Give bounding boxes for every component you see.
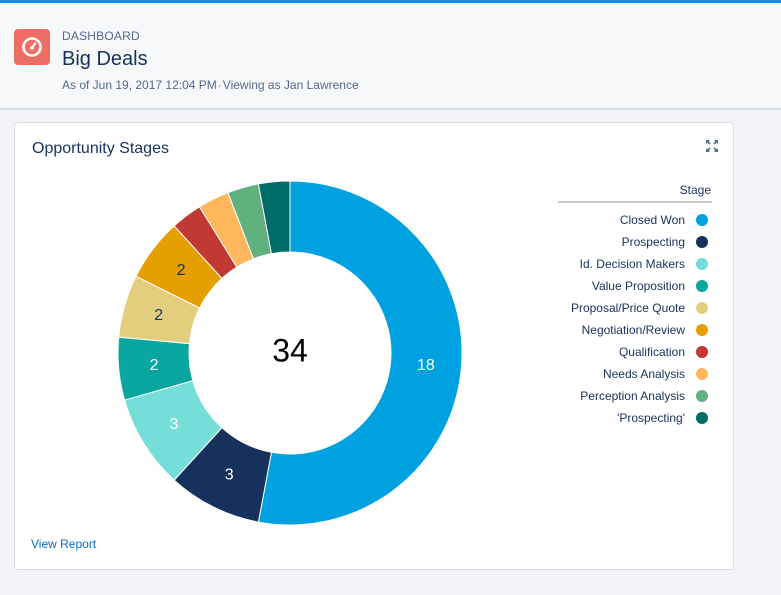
expand-icon[interactable] [705, 139, 719, 153]
chart-legend: Stage Closed Won Prospecting Id. Decision … [558, 183, 712, 429]
dashboard-gauge-icon [14, 29, 50, 65]
header-eyebrow: DASHBOARD [62, 29, 140, 43]
as-of-timestamp: As of Jun 19, 2017 12:04 PM [62, 78, 217, 92]
legend-item-label: Prospecting [621, 235, 685, 249]
legend-swatch [696, 214, 708, 226]
legend-swatch [696, 302, 708, 314]
legend-item-label: Proposal/Price Quote [570, 301, 685, 315]
legend-item[interactable]: Id. Decision Makers [558, 253, 712, 275]
donut-chart: 18 3 3 2 2 2 34 [117, 180, 463, 526]
legend-swatch [696, 390, 708, 402]
slice-data-label: 2 [177, 262, 186, 279]
legend-swatch [696, 236, 708, 248]
donut-slice-closed-won[interactable] [257, 180, 463, 526]
legend-item-label: Qualification [618, 345, 685, 359]
legend-item[interactable]: Needs Analysis [558, 363, 712, 385]
viewing-as: Viewing as Jan Lawrence [222, 78, 359, 92]
legend-item-label: Needs Analysis [602, 367, 685, 381]
legend-list: Closed Won Prospecting Id. Decision Makers… [558, 209, 712, 429]
slice-data-label: 3 [169, 416, 178, 433]
top-accent-bar [0, 0, 781, 3]
view-report-link[interactable]: View Report [31, 537, 97, 551]
slice-data-label: 3 [225, 466, 234, 483]
dashboard-component-card: Opportunity Stages 18 3 3 2 2 2 34 Stage Clos… [14, 122, 734, 570]
slice-data-label: 2 [154, 307, 163, 324]
legend-title: Stage [558, 183, 712, 203]
legend-item-label: Perception Analysis [580, 389, 685, 403]
header-subtitle: As of Jun 19, 2017 12:04 PM·Viewing as J… [62, 78, 359, 92]
donut-slice-prospecting[interactable] [257, 180, 291, 255]
legend-swatch [696, 412, 708, 424]
donut-total-label: 34 [272, 332, 308, 368]
legend-swatch [696, 324, 708, 336]
legend-swatch [696, 368, 708, 380]
component-title: Opportunity Stages [32, 140, 169, 157]
legend-item[interactable]: Prospecting [558, 231, 712, 253]
dashboard-header: DASHBOARD Big Deals As of Jun 19, 2017 1… [0, 3, 781, 110]
slice-data-label: 18 [417, 357, 435, 374]
legend-item[interactable]: Perception Analysis [558, 385, 712, 407]
legend-swatch [696, 258, 708, 270]
legend-item[interactable]: 'Prospecting' [558, 407, 712, 429]
page-title: Big Deals [62, 48, 148, 70]
legend-item-label: Negotiation/Review [581, 323, 685, 337]
slice-data-label: 2 [150, 357, 159, 374]
legend-item[interactable]: Value Proposition [558, 275, 712, 297]
legend-item[interactable]: Proposal/Price Quote [558, 297, 712, 319]
legend-item-label: Value Proposition [591, 279, 685, 293]
legend-item-label: 'Prospecting' [617, 411, 685, 425]
subtitle-separator: · [217, 78, 222, 92]
legend-item[interactable]: Negotiation/Review [558, 319, 712, 341]
legend-item[interactable]: Closed Won [558, 209, 712, 231]
legend-item[interactable]: Qualification [558, 341, 712, 363]
legend-item-label: Id. Decision Makers [579, 257, 685, 271]
legend-swatch [696, 280, 708, 292]
legend-item-label: Closed Won [619, 213, 685, 227]
legend-swatch [696, 346, 708, 358]
